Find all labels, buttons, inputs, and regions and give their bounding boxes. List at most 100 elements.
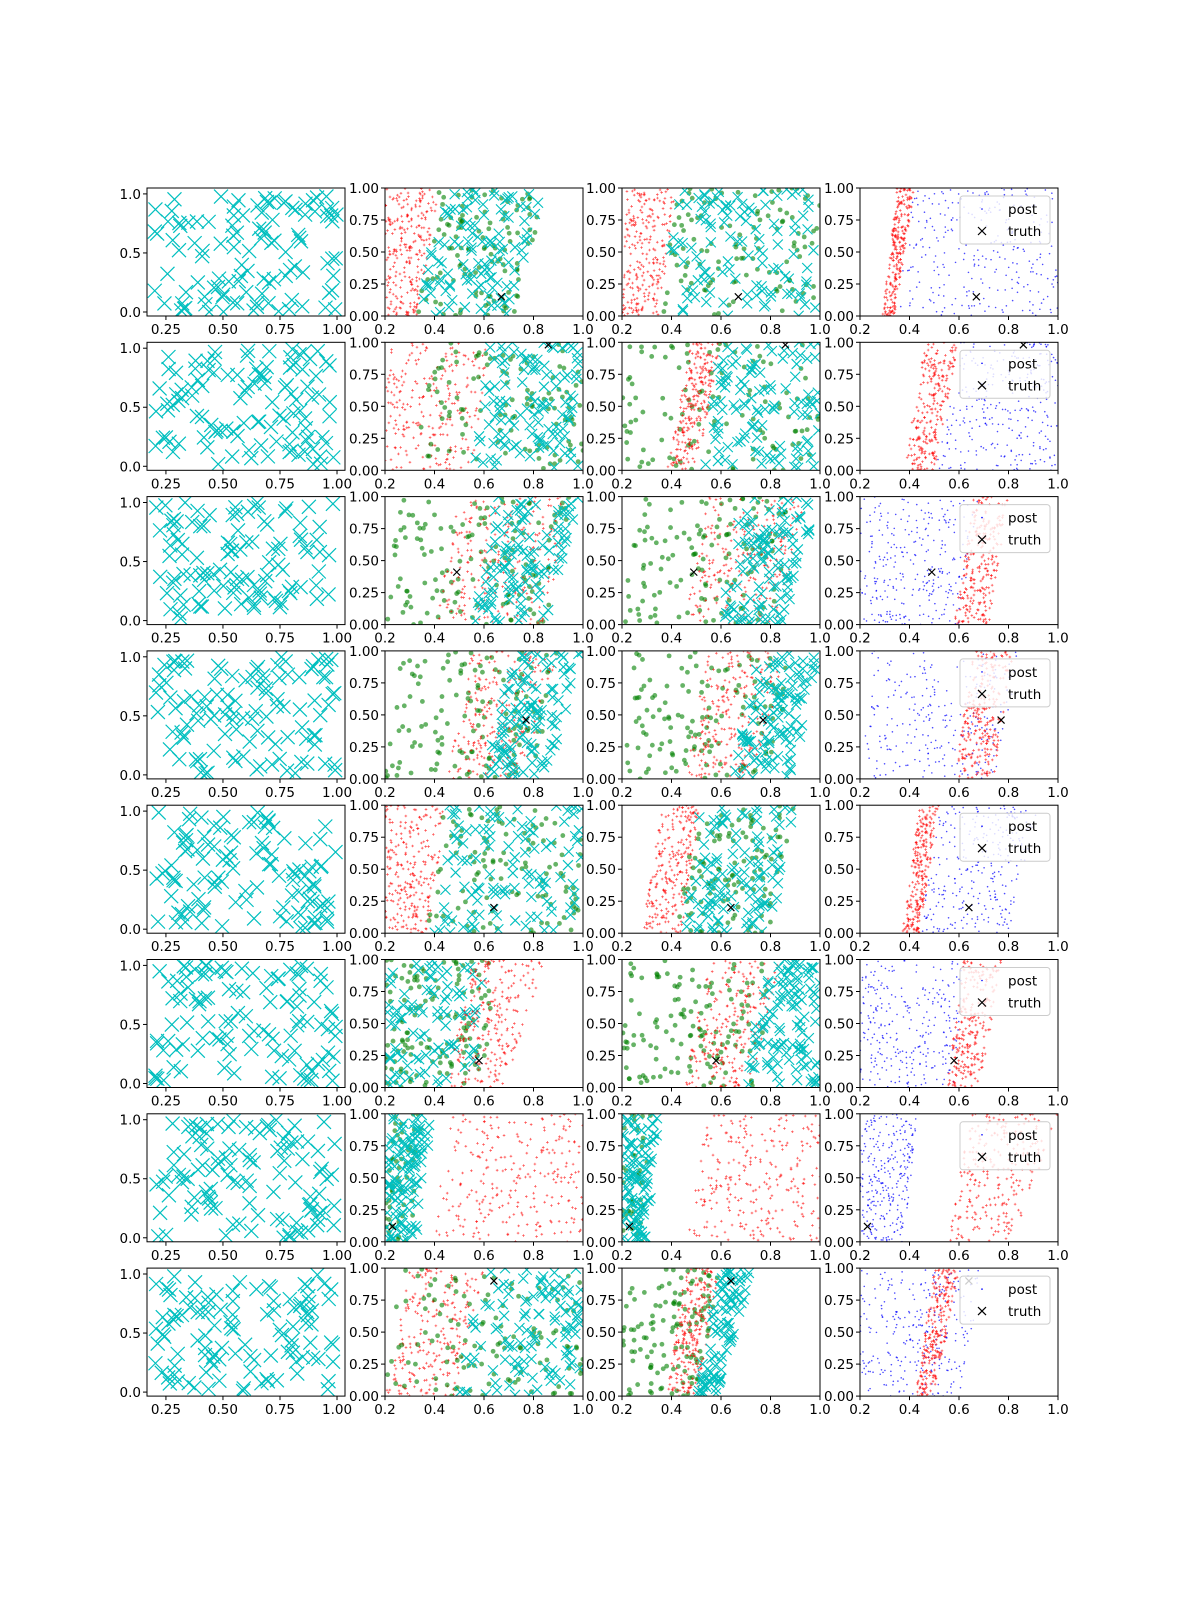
dot-marker — [903, 617, 905, 619]
circle-marker — [505, 225, 510, 230]
legend-truth-label: truth — [1008, 224, 1041, 240]
dot-marker — [1047, 278, 1049, 280]
x-tick-label: 0.4 — [899, 322, 920, 338]
dot-marker — [948, 526, 950, 528]
dot-marker — [1002, 311, 1004, 313]
dot-marker — [912, 589, 914, 591]
dot-marker — [968, 272, 970, 274]
dot-marker — [924, 576, 926, 578]
y-tick-label: 0.50 — [349, 245, 379, 261]
circle-marker — [761, 359, 766, 364]
circle-marker — [643, 538, 648, 543]
dot-marker — [1000, 455, 1002, 457]
circle-marker — [637, 528, 642, 533]
circle-marker — [677, 215, 682, 220]
dot-marker — [1045, 435, 1047, 437]
dot-marker — [899, 614, 901, 616]
dot-marker — [1013, 246, 1015, 248]
dot-marker — [886, 552, 888, 554]
dot-marker — [925, 254, 927, 256]
dot-marker — [960, 464, 962, 466]
y-tick-label: 0.25 — [349, 586, 379, 602]
dot-marker — [860, 508, 862, 510]
circle-marker — [449, 525, 454, 530]
dot-marker — [973, 259, 975, 261]
circle-marker — [753, 193, 758, 198]
circle-marker — [810, 241, 815, 246]
dot-marker — [933, 583, 935, 585]
dot-marker — [947, 509, 949, 511]
dot-marker — [943, 284, 945, 286]
dot-marker — [974, 265, 976, 267]
circle-marker — [675, 263, 680, 268]
circle-marker — [633, 395, 638, 400]
dot-marker — [976, 399, 978, 401]
dot-marker — [883, 581, 885, 583]
dot-marker — [913, 247, 915, 249]
dot-marker — [949, 589, 951, 591]
circle-marker — [418, 537, 423, 542]
circle-marker — [714, 597, 719, 602]
dot-marker — [909, 302, 911, 304]
y-tick-label: 0.00 — [586, 618, 616, 634]
dot-marker — [1039, 257, 1041, 259]
dot-marker — [1002, 409, 1004, 411]
dot-marker — [943, 266, 945, 268]
circle-marker — [792, 244, 797, 249]
dot-marker — [1036, 259, 1038, 261]
dot-marker — [916, 197, 918, 199]
dot-marker — [1044, 411, 1046, 413]
circle-marker — [699, 499, 704, 504]
circle-marker — [803, 244, 808, 249]
dot-marker — [1011, 189, 1013, 191]
dot-marker — [939, 529, 941, 531]
dot-marker — [939, 571, 941, 573]
circle-marker — [716, 311, 721, 316]
y-tick-label: 0.75 — [349, 367, 379, 383]
circle-marker — [458, 609, 463, 614]
dot-marker — [952, 202, 954, 204]
circle-marker — [639, 460, 644, 465]
circle-marker — [460, 432, 465, 437]
dot-marker — [949, 519, 951, 521]
dot-marker — [1032, 406, 1034, 408]
legend-post-marker — [981, 363, 983, 365]
circle-marker — [633, 418, 638, 423]
circle-marker — [447, 414, 452, 419]
dot-marker — [926, 583, 928, 585]
dot-marker — [931, 593, 933, 595]
dot-marker — [919, 537, 921, 539]
dot-marker — [953, 313, 955, 315]
dot-marker — [950, 189, 952, 191]
circle-marker — [623, 619, 628, 624]
x-tick-label: 0.75 — [265, 476, 295, 492]
circle-marker — [637, 464, 642, 469]
circle-marker — [476, 375, 481, 380]
circle-marker — [442, 232, 447, 237]
dot-marker — [999, 402, 1001, 404]
dot-marker — [1031, 267, 1033, 269]
circle-marker — [489, 252, 494, 257]
dot-marker — [968, 450, 970, 452]
dot-marker — [944, 307, 946, 309]
circle-marker — [766, 213, 771, 218]
circle-marker — [441, 195, 446, 200]
circle-marker — [706, 449, 711, 454]
dot-marker — [955, 439, 957, 441]
dot-marker — [1053, 279, 1055, 281]
circle-marker — [669, 416, 674, 421]
circle-marker — [461, 450, 466, 455]
dot-marker — [1013, 249, 1015, 251]
dot-marker — [1055, 379, 1057, 381]
circle-marker — [739, 256, 744, 261]
dot-marker — [1052, 376, 1054, 378]
dot-marker — [1001, 309, 1003, 311]
x-tick-label: 1.00 — [322, 476, 352, 492]
circle-marker — [641, 447, 646, 452]
dot-marker — [887, 621, 889, 623]
dot-marker — [887, 512, 889, 514]
dot-marker — [895, 561, 897, 563]
circle-marker — [442, 598, 447, 603]
dot-marker — [924, 585, 926, 587]
